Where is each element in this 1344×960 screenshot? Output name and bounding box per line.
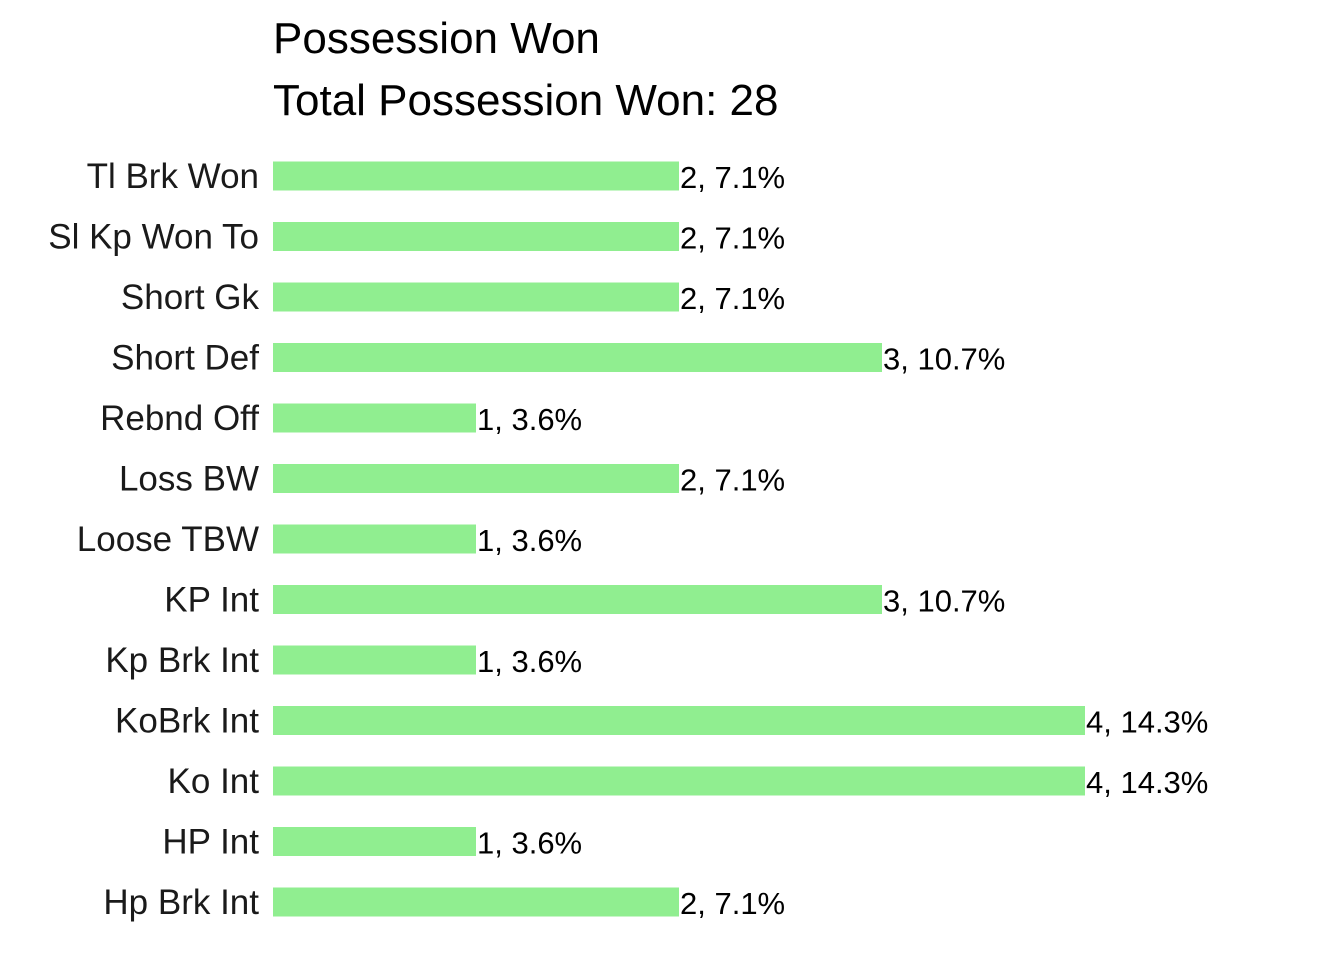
data-label: 4, 14.3% — [1086, 765, 1208, 800]
bar — [273, 524, 476, 554]
category-label: Short Def — [111, 339, 259, 378]
data-label: 2, 7.1% — [680, 886, 785, 921]
category-label: Ko Int — [168, 762, 260, 801]
data-label: 2, 7.1% — [680, 281, 785, 316]
bar — [273, 827, 476, 856]
bar — [273, 706, 1085, 735]
category-label: KP Int — [164, 581, 259, 620]
category-label: Loss BW — [119, 460, 259, 499]
data-label: 1, 3.6% — [477, 826, 582, 861]
category-label: HP Int — [162, 823, 259, 862]
category-label: Sl Kp Won To — [48, 218, 259, 257]
bar — [273, 222, 679, 251]
bar — [273, 887, 679, 917]
bar-group: Tl Brk Won 2, 7.1% Sl Kp Won To 2, 7.1% Shor… — [48, 157, 1208, 922]
bar — [273, 343, 882, 372]
data-label: 2, 7.1% — [680, 221, 785, 256]
category-label: Loose TBW — [77, 520, 259, 559]
bar — [273, 585, 882, 614]
bar — [273, 403, 476, 433]
category-label: Hp Brk Int — [103, 883, 259, 922]
data-label: 4, 14.3% — [1086, 705, 1208, 740]
chart-subtitle: Total Possession Won: 28 — [273, 76, 778, 125]
category-label: Short Gk — [121, 278, 260, 317]
data-label: 3, 10.7% — [883, 584, 1005, 619]
bar — [273, 645, 476, 675]
data-label: 1, 3.6% — [477, 402, 582, 437]
data-label: 3, 10.7% — [883, 342, 1005, 377]
bar — [273, 766, 1085, 796]
bar — [273, 464, 679, 493]
data-label: 1, 3.6% — [477, 644, 582, 679]
bar — [273, 282, 679, 312]
category-label: Tl Brk Won — [87, 157, 259, 196]
category-label: Rebnd Off — [100, 399, 259, 438]
data-label: 2, 7.1% — [680, 160, 785, 195]
category-label: KoBrk Int — [115, 702, 259, 741]
bar — [273, 161, 679, 191]
data-label: 1, 3.6% — [477, 523, 582, 558]
category-label: Kp Brk Int — [105, 641, 259, 680]
data-label: 2, 7.1% — [680, 463, 785, 498]
chart-title: Possession Won — [273, 14, 600, 63]
